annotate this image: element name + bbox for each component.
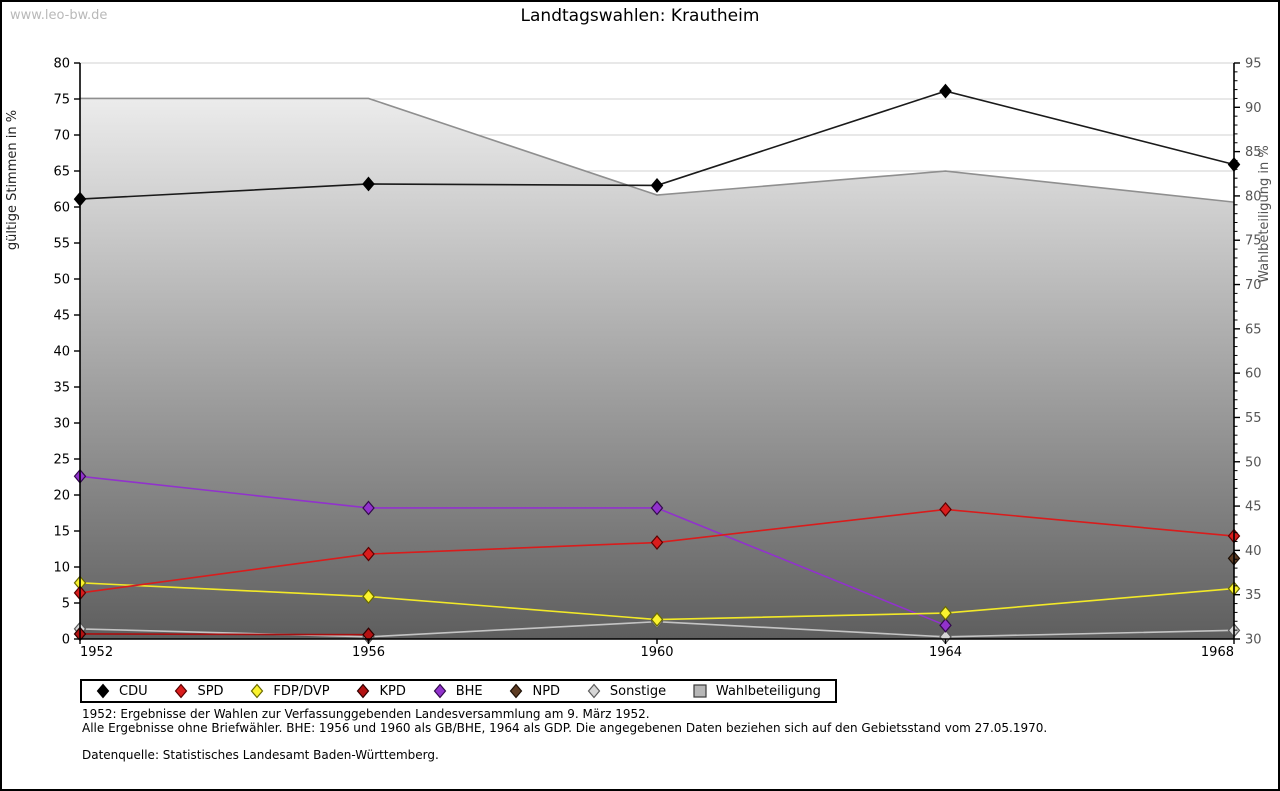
legend-label: KPD — [379, 683, 406, 699]
bhe-marker — [362, 500, 375, 516]
legend-label: NPD — [532, 683, 561, 699]
left-axis-tick-label: 70 — [53, 129, 70, 144]
kpd-line — [79, 633, 369, 636]
spd-marker — [939, 501, 952, 517]
chart-footnotes: 1952: Ergebnisse der Wahlen zur Verfassu… — [82, 707, 1047, 762]
spd-marker — [650, 535, 664, 550]
wahlbeteiligung-square-icon — [693, 684, 707, 698]
left-axis-tick-label: 15 — [53, 525, 70, 540]
chart-title: Landtagswahlen: Krautheim — [520, 6, 760, 26]
left-axis-tick-label: 75 — [53, 93, 70, 108]
x-axis-year-label: 1952 — [80, 645, 113, 660]
legend-item-fdp-dvp: FDP/DVP — [250, 683, 330, 699]
right-axis-tick-label: 65 — [1245, 322, 1262, 337]
chart-legend: CDU SPD FDP/DVP KPD BHE NPD Sonstige Wahlbeteil… — [80, 679, 837, 703]
left-axis-tick-label: 50 — [53, 273, 70, 288]
right-axis-tick-label: 90 — [1245, 101, 1262, 116]
cdu-marker — [362, 176, 375, 192]
x-axis-year-label: 1964 — [929, 645, 962, 660]
spd-marker — [362, 546, 375, 562]
x-axis-year-label: 1960 — [640, 645, 673, 660]
legend-item-kpd: KPD — [356, 683, 406, 699]
left-axis-tick-label: 10 — [53, 561, 70, 576]
bhe-marker — [939, 617, 952, 633]
kpd-diamond-icon — [357, 683, 370, 699]
election-line-chart: 0 5 10 15 20 25 30 35 40 45 50 55 60 65 70 75 80 30 35 40 45… — [5, 57, 1272, 661]
spd-diamond-icon — [175, 683, 188, 699]
cdu-diamond-icon — [96, 683, 110, 699]
right-axis-title: Wahlbeteiligung in % — [1257, 145, 1272, 282]
fdp-dvp-diamond-icon — [251, 683, 264, 699]
left-axis-tick-label: 80 — [53, 57, 70, 72]
right-axis-tick-label: 85 — [1245, 145, 1262, 160]
npd-diamond-icon — [510, 683, 523, 699]
right-axis-tick-label: 50 — [1245, 455, 1262, 470]
fdp-dvp-marker — [650, 612, 664, 627]
left-axis-tick-label: 20 — [53, 489, 70, 504]
right-axis-tick-label: 80 — [1245, 189, 1262, 204]
legend-label: Wahlbeteiligung — [715, 683, 821, 699]
legend-item-spd: SPD — [174, 683, 224, 699]
left-axis-title: gültige Stimmen in % — [5, 110, 20, 250]
legend-item-wahlbeteiligung: Wahlbeteiligung — [693, 683, 821, 699]
right-axis-tick-label: 75 — [1245, 234, 1262, 249]
sonstige-diamond-icon — [587, 683, 601, 699]
legend-item-cdu: CDU — [96, 683, 148, 699]
wahlbeteiligung-line — [80, 97, 1235, 203]
right-axis-tick-label: 45 — [1245, 500, 1262, 515]
footnote-line: 1952: Ergebnisse der Wahlen zur Verfassu… — [82, 707, 650, 721]
bhe-line — [79, 475, 946, 627]
bhe-diamond-icon — [433, 683, 446, 699]
right-axis-tick-label: 60 — [1245, 367, 1262, 382]
cdu-marker — [650, 177, 664, 193]
right-axis-tick-label: 55 — [1245, 411, 1262, 426]
left-axis-tick-label: 65 — [53, 165, 70, 180]
legend-label: BHE — [455, 683, 483, 699]
right-axis-tick-label: 95 — [1245, 57, 1262, 72]
left-axis-tick-label: 55 — [53, 237, 70, 252]
fdp-dvp-marker — [362, 589, 375, 604]
legend-item-npd: NPD — [509, 683, 560, 699]
left-axis-tick-label: 25 — [53, 453, 70, 468]
cdu-marker — [939, 83, 952, 99]
footnote-line: Alle Ergebnisse ohne Briefwähler. BHE: 1… — [82, 721, 1048, 735]
left-axis-tick-label: 35 — [53, 381, 70, 396]
right-axis-tick-label: 70 — [1245, 278, 1262, 293]
fdp-dvp-marker — [939, 605, 952, 621]
legend-label: Sonstige — [609, 683, 667, 699]
legend-item-bhe: BHE — [433, 683, 483, 699]
left-axis-tick-label: 60 — [53, 201, 70, 216]
left-axis-tick-label: 30 — [53, 417, 70, 432]
left-axis-tick-label: 0 — [62, 633, 70, 648]
right-axis-tick-label: 35 — [1245, 588, 1262, 603]
x-axis-year-label: 1968 — [1201, 645, 1234, 660]
bhe-marker — [650, 500, 664, 516]
left-axis-tick-label: 45 — [53, 309, 70, 324]
left-axis-tick-label: 5 — [62, 597, 70, 612]
legend-label: SPD — [197, 683, 224, 699]
data-source-note: Datenquelle: Statistisches Landesamt Bad… — [82, 748, 439, 762]
legend-item-sonstige: Sonstige — [587, 683, 666, 699]
right-axis-tick-label: 40 — [1245, 544, 1262, 559]
legend-label: CDU — [119, 683, 148, 699]
site-watermark: www.leo-bw.de — [10, 8, 108, 23]
legend-label: FDP/DVP — [273, 683, 330, 699]
x-axis-year-label: 1956 — [352, 645, 385, 660]
left-axis-tick-label: 40 — [53, 345, 70, 360]
right-axis-tick-label: 30 — [1245, 633, 1262, 648]
